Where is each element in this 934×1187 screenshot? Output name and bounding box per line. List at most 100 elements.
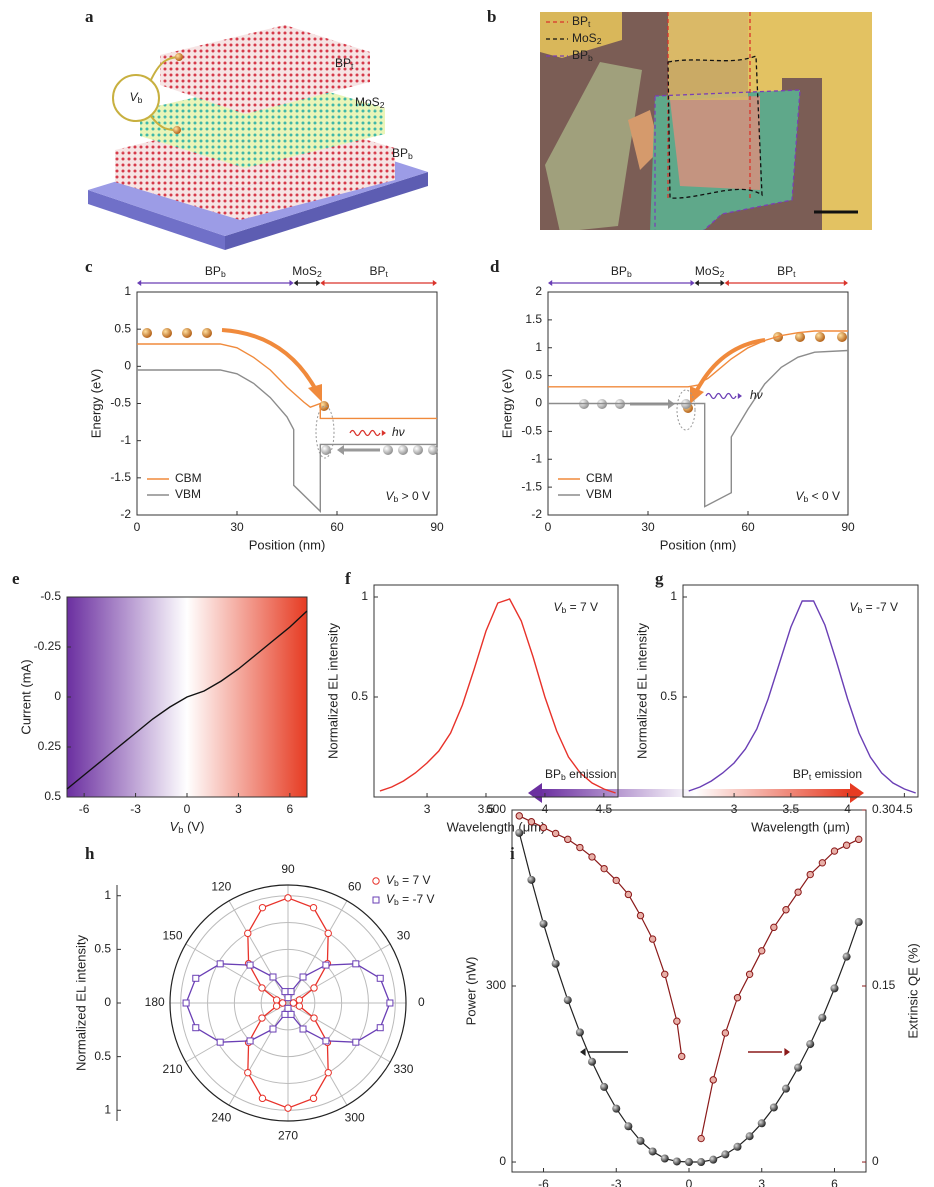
y-tick-label: 600 xyxy=(486,802,506,816)
electron xyxy=(142,328,152,338)
marker xyxy=(782,1085,790,1093)
angle-label: 300 xyxy=(345,1111,365,1125)
annotation-main: BP xyxy=(793,767,809,781)
y2-tick-label: 0.30 xyxy=(872,802,896,816)
marker xyxy=(247,962,253,968)
x-tick-label: 0 xyxy=(686,1177,693,1187)
marker xyxy=(285,995,291,1001)
marker xyxy=(746,1132,754,1140)
x-axis-label: Wavelength (μm) xyxy=(751,819,850,834)
marker xyxy=(624,1122,632,1130)
marker xyxy=(282,989,288,995)
marker xyxy=(734,995,740,1001)
marker xyxy=(576,1028,584,1036)
marker xyxy=(270,1026,276,1032)
marker xyxy=(323,962,329,968)
marker xyxy=(733,1143,741,1151)
panel-label: e xyxy=(12,569,20,588)
marker xyxy=(577,844,583,850)
x-tick-label: 30 xyxy=(230,520,244,534)
y-axis-label: Normalized EL intensity xyxy=(325,622,340,759)
marker xyxy=(288,1011,294,1017)
figure: VbBPtMoS2BPbaBPtMoS2BPbb0306090-2-1.5-1-… xyxy=(0,0,934,1187)
marker xyxy=(285,1105,291,1111)
marker xyxy=(285,895,291,901)
layer-label-main: MoS xyxy=(355,95,380,109)
marker xyxy=(259,904,265,910)
marker xyxy=(377,1025,383,1031)
y-tick-label: -2 xyxy=(531,507,542,521)
marker xyxy=(819,860,825,866)
marker xyxy=(325,930,331,936)
marker xyxy=(758,1119,766,1127)
marker xyxy=(807,871,813,877)
x-tick-label: 60 xyxy=(741,520,755,534)
annotation-after: = 7 V xyxy=(566,600,598,614)
x-tick-label: 6 xyxy=(287,802,294,816)
region-label-main: BP xyxy=(369,264,385,278)
annotation: hν xyxy=(392,425,405,439)
marker xyxy=(217,1039,223,1045)
legend-label: CBM xyxy=(586,471,613,485)
marker xyxy=(843,842,849,848)
x-tick-label: 0 xyxy=(545,520,552,534)
x-tick-label: 3.5 xyxy=(783,802,800,816)
annotation: Vb > 0 V xyxy=(386,489,431,504)
marker xyxy=(697,1158,705,1166)
marker xyxy=(296,997,302,1003)
y2-tick-label: 0 xyxy=(872,1154,879,1168)
marker xyxy=(217,961,223,967)
x-tick-label: 90 xyxy=(430,520,444,534)
x-tick-label: -3 xyxy=(611,1177,622,1187)
marker xyxy=(565,836,571,842)
contact xyxy=(173,126,181,134)
region-label-sub: 2 xyxy=(720,269,725,279)
marker xyxy=(540,824,546,830)
y-tick-label: -1 xyxy=(531,451,542,465)
annotation: Vb = -7 V xyxy=(850,600,899,615)
y-tick-label: 0.25 xyxy=(38,739,62,753)
x-tick-label: -3 xyxy=(130,802,141,816)
panel-label: h xyxy=(85,844,95,863)
marker xyxy=(770,1103,778,1111)
marker xyxy=(259,1015,265,1021)
marker xyxy=(552,960,560,968)
legend-label: Vb = 7 V xyxy=(386,873,431,888)
hole xyxy=(428,445,438,455)
annotation-main: hν xyxy=(750,388,763,402)
y-tick-label: 1 xyxy=(104,1102,111,1116)
angle-label: 180 xyxy=(145,995,165,1009)
annotation-after: emission xyxy=(811,767,862,781)
legend-label: CBM xyxy=(175,471,202,485)
x-tick-label: 4 xyxy=(844,802,851,816)
y-tick-label: 2 xyxy=(535,284,542,298)
angle-label: 120 xyxy=(211,880,231,894)
region-label-main: MoS xyxy=(695,264,720,278)
marker xyxy=(679,1053,685,1059)
panel-label: a xyxy=(85,7,94,26)
x-tick-label: 90 xyxy=(841,520,855,534)
x-axis-label: Position (nm) xyxy=(249,537,326,552)
legend-label: VBM xyxy=(175,487,201,501)
marker xyxy=(830,984,838,992)
angle-label: 30 xyxy=(397,929,411,943)
marker xyxy=(282,1011,288,1017)
y-axis-label: Current (mA) xyxy=(18,659,33,734)
marker xyxy=(516,813,522,819)
x-axis-label-after: (V) xyxy=(183,819,204,834)
marker xyxy=(661,1155,669,1163)
marker xyxy=(373,878,379,884)
electron xyxy=(202,328,212,338)
y-axis-label: Normalized EL intensity xyxy=(634,622,649,759)
y-tick-label: 0.5 xyxy=(660,689,677,703)
angle-label: 330 xyxy=(393,1062,413,1076)
marker xyxy=(698,1135,704,1141)
marker xyxy=(273,1003,279,1009)
marker xyxy=(296,1003,302,1009)
panel-label: i xyxy=(510,844,515,863)
marker xyxy=(311,985,317,991)
marker xyxy=(855,918,863,926)
contact xyxy=(175,53,183,61)
marker xyxy=(193,1025,199,1031)
marker xyxy=(325,1069,331,1075)
